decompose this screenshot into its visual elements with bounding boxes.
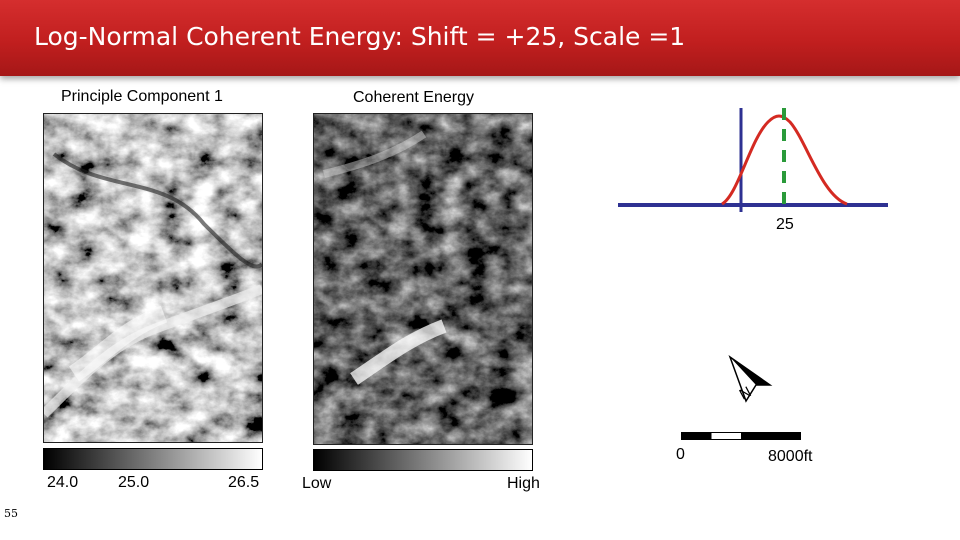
pc1-tick-mid: 25.0: [118, 474, 150, 491]
north-arrow-icon: [728, 355, 773, 403]
title-bar: Log-Normal Coherent Energy: Shift = +25,…: [0, 0, 960, 76]
pc1-tick-min: 24.0: [47, 474, 79, 491]
left-panel-caption: Principle Component 1: [61, 88, 223, 105]
right-panel-caption: Coherent Energy: [353, 89, 474, 106]
scale-bar-end: 8000ft: [768, 448, 813, 465]
pc1-tick-max: 26.5: [228, 474, 260, 491]
distribution-diagram: [618, 108, 888, 212]
colorbar-high-label: High: [507, 475, 540, 492]
coherent-energy-image: [313, 113, 533, 445]
scale-bar: [681, 432, 801, 440]
scale-bar-start: 0: [676, 446, 685, 463]
principal-component-image: [43, 113, 263, 443]
slide-title: Log-Normal Coherent Energy: Shift = +25,…: [34, 22, 686, 51]
gaussian-curve: [721, 114, 848, 206]
colorbar-low-label: Low: [302, 475, 332, 492]
page-number: 55: [4, 507, 18, 520]
pc1-colorbar: [43, 448, 263, 470]
coherent-energy-colorbar: [313, 449, 533, 471]
shift-value-label: 25: [776, 216, 794, 233]
